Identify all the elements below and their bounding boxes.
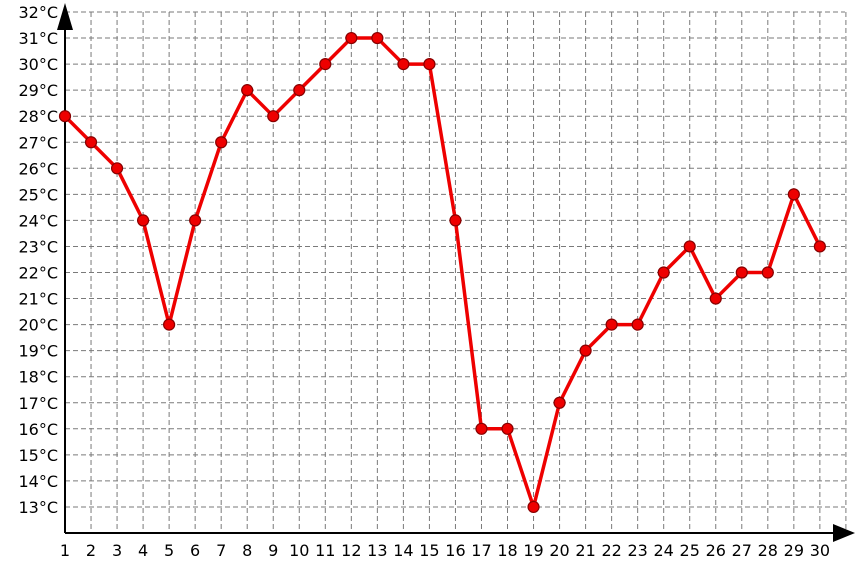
x-tick-label: 13 [367,541,387,560]
x-tick-label: 6 [190,541,200,560]
x-tick-label: 28 [758,541,778,560]
y-tick-label: 27°C [18,133,58,152]
data-point [293,84,306,97]
x-tick-label: 2 [86,541,96,560]
x-tick-label: 27 [732,541,752,560]
data-point [189,214,202,227]
x-axis-arrow-icon [833,524,855,542]
y-tick-label: 14°C [18,472,58,491]
data-point [787,188,800,201]
x-tick-label: 11 [315,541,335,560]
x-tick-label: 25 [680,541,700,560]
x-tick-label: 17 [471,541,491,560]
y-tick-label: 16°C [18,420,58,439]
x-tick-label: 3 [112,541,122,560]
y-tick-label: 22°C [18,264,58,283]
x-tick-label: 26 [706,541,726,560]
data-point [345,31,358,45]
data-point [58,110,72,123]
data-point [84,136,98,149]
data-point [501,422,514,435]
x-tick-label: 4 [138,541,148,560]
data-point [657,266,670,279]
y-tick-label: 32°C [18,3,58,22]
data-point [449,214,462,227]
data-point [397,57,410,71]
y-tick-label: 31°C [18,29,58,48]
x-tick-label: 5 [164,541,174,560]
x-tick-label: 10 [289,541,309,560]
data-point [163,318,176,331]
axes [57,3,855,542]
y-tick-label: 24°C [18,211,58,230]
y-tick-label: 19°C [18,342,58,361]
y-tick-label: 15°C [18,446,58,465]
data-point [319,57,332,71]
data-point [136,214,150,227]
x-tick-label: 1 [60,541,70,560]
x-tick-label: 14 [393,541,413,560]
x-tick-label: 7 [216,541,226,560]
y-tick-label: 28°C [18,107,58,126]
data-point [423,57,436,71]
x-tick-label: 9 [268,541,278,560]
data-point [605,318,618,331]
data-point [475,422,488,435]
x-tick-label: 20 [549,541,569,560]
data-point [813,240,826,253]
x-tick-label: 30 [810,541,830,560]
x-tick-label: 24 [654,541,674,560]
data-point [631,318,644,331]
x-tick-label: 12 [341,541,361,560]
y-tick-label: 17°C [18,394,58,413]
data-point [527,500,540,514]
grid [65,11,847,533]
y-tick-label: 29°C [18,81,58,100]
x-tick-label: 16 [445,541,465,560]
data-point [761,266,774,279]
x-tick-label: 15 [419,541,439,560]
data-series [58,31,826,514]
data-point [709,292,722,305]
y-tick-label: 30°C [18,55,58,74]
y-tick-labels: 13°C 14°C 15°C 16°C 17°C 18°C 19°C 20°C 21°C 22°C… [18,3,58,517]
x-tick-label: 18 [497,541,517,560]
data-point [683,240,696,253]
data-point [267,110,280,123]
y-tick-label: 23°C [18,237,58,256]
y-tick-label: 13°C [18,498,58,517]
y-tick-label: 18°C [18,368,58,387]
data-point [735,266,748,279]
y-tick-label: 26°C [18,159,58,178]
x-tick-labels: 1 2 3 4 5 6 7 8 9 10 11 12 13 14 15 16 17 18 19 20 21 22 23 24 2… [60,541,830,560]
x-tick-label: 29 [784,541,804,560]
data-point [579,344,592,357]
data-point [110,162,124,175]
x-tick-label: 23 [627,541,647,560]
data-point [241,84,254,97]
y-tick-label: 25°C [18,185,58,204]
x-tick-label: 21 [575,541,595,560]
y-tick-label: 21°C [18,290,58,309]
x-tick-label: 8 [242,541,252,560]
data-point [553,396,566,409]
y-axis-arrow-icon [57,3,73,30]
x-tick-label: 22 [601,541,621,560]
data-point [371,31,384,45]
x-tick-label: 19 [523,541,543,560]
y-tick-label: 20°C [18,316,58,335]
data-point [215,136,228,149]
series-line [63,36,822,509]
